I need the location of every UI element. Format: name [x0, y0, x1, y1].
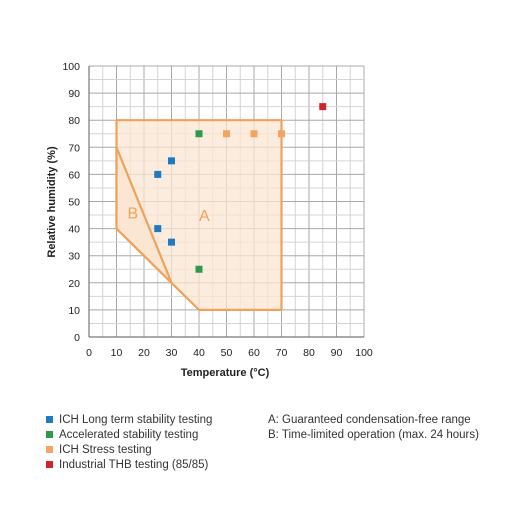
legend-label: Accelerated stability testing	[59, 428, 199, 441]
y-tick-label: 60	[68, 169, 80, 181]
x-tick-label: 70	[276, 347, 288, 359]
legend-label: ICH Long term stability testing	[59, 413, 213, 426]
data-point	[319, 103, 327, 111]
data-point	[278, 130, 285, 138]
x-tick-label: 30	[166, 347, 178, 359]
x-tick-label: 50	[221, 347, 233, 359]
legend-swatch	[46, 446, 53, 453]
legend-swatch	[46, 416, 53, 423]
x-tick-label: 10	[111, 347, 123, 359]
legend-label: Industrial THB testing (85/85)	[59, 458, 209, 471]
y-tick-label: 30	[68, 251, 80, 263]
legend-item: ICH Stress testing	[46, 442, 212, 457]
y-tick-label: 20	[68, 278, 80, 290]
legend-item: ICH Long term stability testing	[46, 412, 212, 427]
x-tick-label: 100	[355, 347, 373, 359]
region-b	[115, 146, 173, 284]
x-tick-label: 60	[248, 347, 260, 359]
legend-item: Industrial THB testing (85/85)	[46, 457, 212, 472]
legend-swatch	[46, 461, 53, 468]
chart-tick-labels: 0 10 20 30 40 50 60 70 80 90 100 0 10 20 30 40 50 60 70 80 9…	[62, 61, 372, 359]
data-point	[195, 265, 203, 273]
data-point	[168, 238, 175, 246]
data-point	[154, 225, 162, 233]
data-point	[223, 130, 230, 138]
chart-legend: ICH Long term stability testing Accelera…	[46, 412, 212, 472]
legend-item: Accelerated stability testing	[46, 427, 212, 442]
x-tick-label: 20	[138, 347, 150, 359]
data-point	[154, 170, 162, 178]
data-point	[195, 130, 203, 138]
x-tick-label: 40	[193, 347, 205, 359]
region-note-a: A: Guaranteed condensation-free range	[268, 413, 471, 426]
chart-regions: AB	[115, 119, 283, 311]
y-tick-label: 100	[62, 61, 80, 73]
x-tick-label: 90	[331, 347, 343, 359]
y-tick-label: 80	[68, 115, 80, 127]
x-tick-label: 80	[303, 347, 315, 359]
region-note-b: B: Time-limited operation (max. 24 hours…	[268, 428, 479, 441]
y-tick-label: 90	[68, 88, 80, 100]
y-tick-label: 70	[68, 142, 80, 154]
y-tick-label: 50	[68, 197, 80, 209]
region-label-a: A	[199, 208, 210, 225]
y-tick-label: 10	[68, 305, 80, 317]
legend-label: ICH Stress testing	[59, 443, 152, 456]
y-axis-label: Relative humidity (%)	[46, 146, 58, 258]
y-tick-label: 40	[68, 224, 80, 236]
region-notes: A: Guaranteed condensation-free range B:…	[268, 412, 479, 442]
data-point	[168, 157, 175, 165]
chart-points	[154, 103, 327, 273]
data-point	[250, 130, 258, 138]
chart-axes	[88, 66, 364, 338]
x-axis-label: Temperature (°C)	[181, 367, 270, 379]
x-tick-label: 0	[86, 347, 92, 359]
y-tick-label: 0	[74, 332, 80, 344]
region-label-b: B	[128, 205, 139, 222]
legend-swatch	[46, 431, 53, 438]
